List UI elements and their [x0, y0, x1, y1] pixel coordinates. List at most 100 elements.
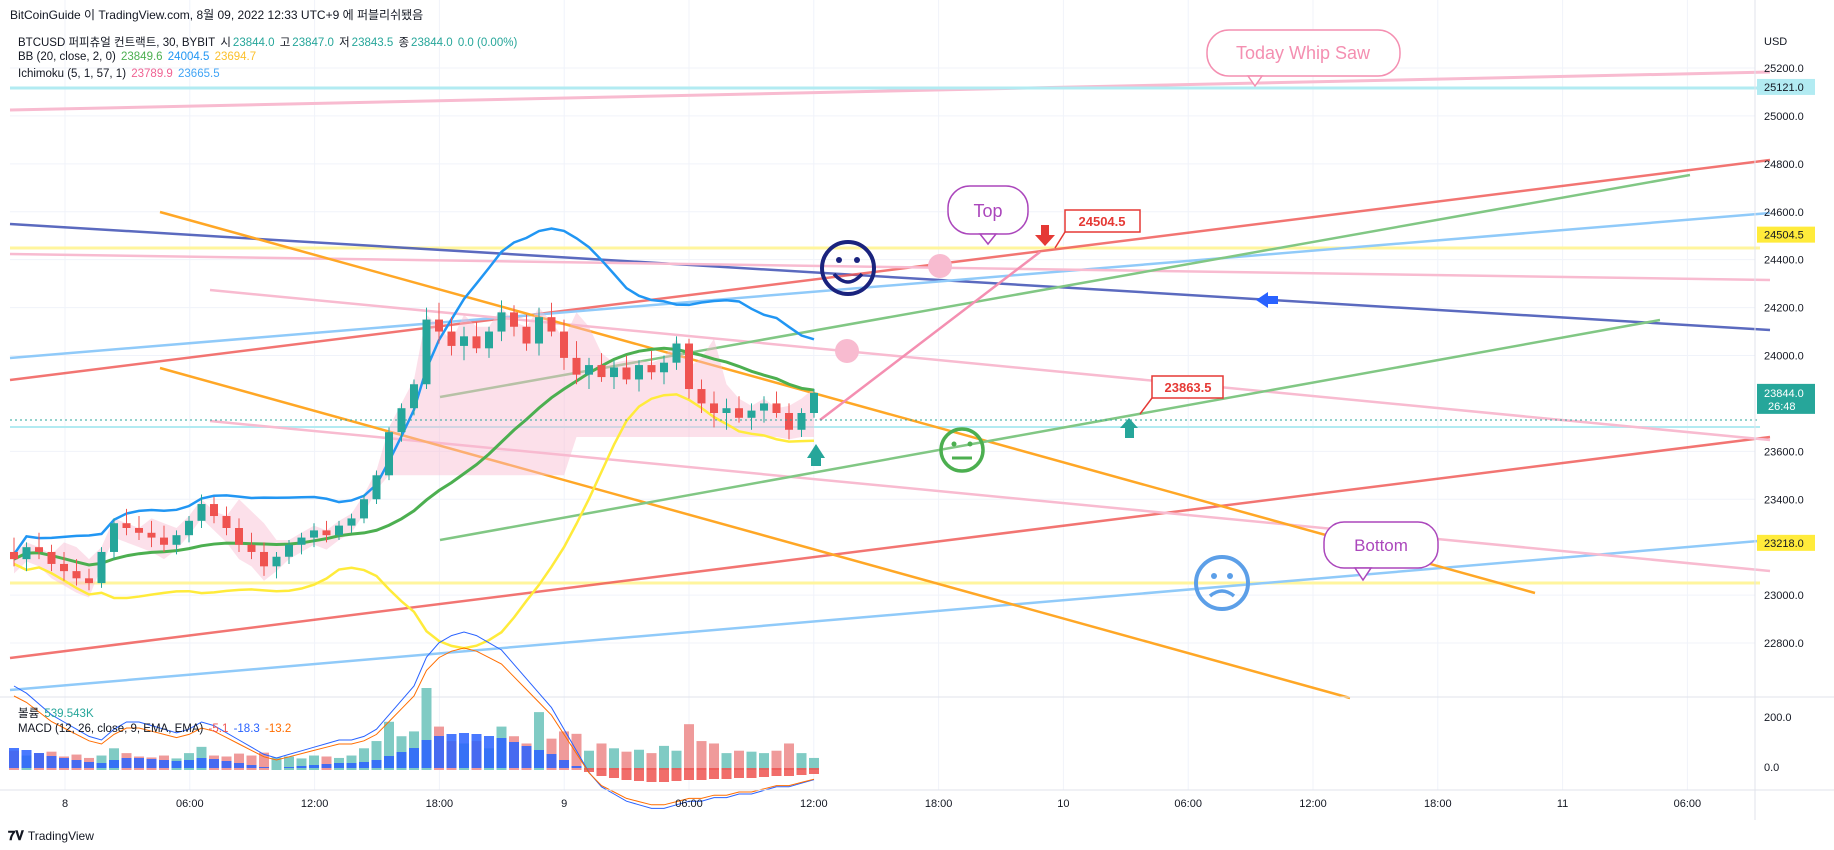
macd-hist-bar: [209, 759, 219, 768]
x-tick-label: 12:00: [800, 798, 828, 810]
y-tick-label: 25000.0: [1764, 111, 1804, 123]
volume-bar: [809, 757, 819, 770]
macd-hist-bar: [334, 763, 344, 768]
macd-hist-bar: [734, 768, 744, 778]
macd-hist-bar: [684, 768, 694, 780]
price-label-text: 24504.5: [1764, 230, 1804, 242]
time-axis[interactable]: 8 06:00 12:00 18:00 9 06:00 12:00 18:00 10 06:00 1…: [62, 798, 1701, 810]
price-label-text: 25121.0: [1764, 82, 1804, 94]
y-tick-label: 23400.0: [1764, 494, 1804, 506]
volume-bar: [609, 748, 619, 770]
volume-bar: [296, 758, 307, 770]
volume-bar: [696, 741, 707, 770]
price-axis[interactable]: 25200.0 25000.0 24800.0 24600.0 24400.0 24200…: [1764, 63, 1804, 650]
candle-body: [310, 530, 318, 538]
candle-body: [685, 343, 693, 390]
callout-top: Top: [947, 185, 1029, 246]
y-tick-label: 24600.0: [1764, 207, 1804, 219]
bb-legend[interactable]: BB (20, close, 2, 0) 23849.6 24004.5 236…: [18, 51, 258, 63]
candle-body: [422, 319, 431, 385]
arrow-up-icon: [807, 418, 1138, 466]
macd-tick-200: 200.0: [1764, 712, 1792, 724]
symbol-legend: BTCUSD 퍼피츄얼 컨트랙트, 30, BYBIT 시 23844.0 고 23…: [18, 34, 519, 50]
macd-hist-bar: [384, 756, 394, 768]
macd-legend[interactable]: MACD (12, 26, close, 9, EMA, EMA) -5.1 -…: [18, 723, 293, 735]
volume-bar: [234, 753, 244, 770]
volume-bar: [671, 750, 682, 770]
candle-body: [135, 528, 143, 533]
macd-hist-bar: [446, 734, 457, 768]
sad-face-icon: [1194, 555, 1250, 611]
macd-hist-bar: [159, 760, 169, 768]
volume-bar: [796, 753, 807, 770]
candle-body: [47, 551, 56, 564]
last-price-text: 23844.0: [1764, 388, 1804, 400]
ichimoku-legend[interactable]: Ichimoku (5, 1, 57, 1) 23789.9 23665.5: [18, 68, 222, 80]
candle-body: [410, 384, 418, 409]
smile-face-icon: [820, 240, 876, 296]
candle-body: [60, 563, 68, 572]
macd-hist-bar: [721, 768, 732, 779]
price-note-23863-text: 23863.5: [1165, 380, 1212, 395]
candle-body: [22, 547, 31, 560]
price-note-24504-text: 24504.5: [1079, 214, 1126, 229]
candle-body: [772, 403, 781, 413]
candle-body: [460, 336, 468, 346]
macd-hist-bar: [459, 733, 469, 768]
macd-hist-bar: [259, 767, 269, 768]
ohlc-high-label: 고: [279, 37, 291, 49]
ichimoku-value-1: 23789.9: [131, 68, 173, 80]
candle-body: [485, 331, 493, 349]
macd-hist-bar: [471, 734, 482, 768]
bb-basis-line: [13, 346, 815, 567]
candle-body: [810, 392, 818, 413]
macd-hist-bar: [659, 768, 669, 782]
volume-bar: [709, 743, 719, 770]
candle-body: [572, 357, 581, 375]
candle-body: [322, 530, 331, 536]
y-tick-label: 23000.0: [1764, 590, 1804, 602]
x-tick-label: 18:00: [1424, 798, 1452, 810]
macd-hist-bar: [21, 750, 32, 768]
ohlc-high: 23847.0: [292, 37, 334, 49]
candle-body: [522, 326, 531, 344]
y-tick-label: 22800.0: [1764, 638, 1804, 650]
candlestick-series: [10, 300, 818, 591]
tradingview-footer[interactable]: 𝟕𝐕 TradingView: [8, 828, 94, 844]
macd-tick-0: 0.0: [1764, 762, 1779, 774]
x-tick-label: 06:00: [1674, 798, 1702, 810]
candle-body: [622, 367, 631, 380]
macd-hist-bar: [396, 752, 407, 768]
x-tick-label: 06:00: [675, 798, 703, 810]
candle-body: [510, 312, 518, 327]
macd-hist-bar: [796, 768, 807, 775]
candle-body: [222, 516, 231, 528]
ohlc-open-label: 시: [220, 37, 231, 49]
macd-hist-bar: [534, 750, 544, 768]
macd-hist-bar: [9, 748, 19, 768]
volume-bar: [746, 751, 757, 770]
volume-bar: [259, 752, 269, 770]
candle-body: [547, 317, 556, 332]
symbol-name[interactable]: BTCUSD 퍼피츄얼 컨트랙트, 30, BYBIT: [18, 37, 216, 49]
trendlines: [9, 70, 1771, 700]
x-tick-label: 06:00: [176, 798, 204, 810]
volume-value: 539.543K: [44, 708, 94, 720]
candle-body: [172, 535, 181, 545]
candle-body: [10, 551, 18, 560]
macd-hist-bar: [109, 760, 119, 768]
macd-hist-bar: [646, 768, 657, 782]
candle-body: [260, 551, 268, 567]
candle-body: [447, 331, 456, 346]
volume-bar: [721, 753, 732, 770]
volume-legend[interactable]: 볼륨 539.543K: [18, 705, 96, 721]
candle-body: [785, 413, 793, 430]
macd-hist-bar: [634, 768, 644, 781]
tradingview-brand: TradingView: [27, 829, 94, 843]
macd-hist-value: -13.2: [265, 723, 292, 735]
y-tick-label: 25200.0: [1764, 63, 1804, 75]
macd-hist-bar: [759, 768, 769, 777]
macd-hist-bar: [71, 760, 82, 768]
x-tick-label: 12:00: [301, 798, 329, 810]
